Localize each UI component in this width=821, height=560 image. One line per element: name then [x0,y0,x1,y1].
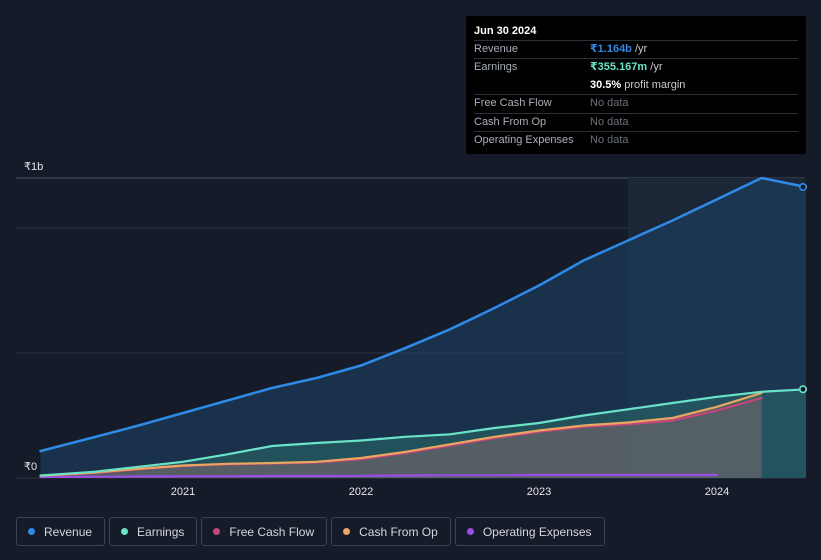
tooltip-row-value: No data [590,97,629,110]
tooltip-row-label: Operating Expenses [474,133,574,146]
legend-label: Cash From Op [359,524,438,539]
legend-item-revenue[interactable]: Revenue [16,517,106,546]
tooltip-row-label: Earnings [474,61,518,74]
tooltip-row: Free Cash Flow No data [474,94,798,112]
legend-dot-icon [343,528,351,535]
area-revenue [40,178,807,478]
line-earnings [39,388,808,477]
legend-label: Revenue [44,524,93,539]
legend-item-cash-from-op[interactable]: Cash From Op [331,517,451,546]
x-tick-label: 2021 [171,486,195,498]
series-areas [40,178,807,478]
x-axis-ticks: 2021 2022 2023 2024 [171,486,729,498]
tooltip-row: Revenue ₹1.164b /yr [474,40,798,58]
tooltip: Jun 30 2024 Revenue ₹1.164b /yr Earnings ₹3… [466,16,806,154]
legend-label: Earnings [137,524,185,539]
tooltip-date: Jun 30 2024 [474,25,537,37]
legend-dot-icon [213,528,221,535]
tooltip-row-label [474,77,590,94]
tooltip-row-value: 30.5% profit margin [590,78,686,91]
tooltip-row: Earnings ₹355.167m /yr [474,58,798,76]
x-tick-label: 2022 [349,486,373,498]
legend-item-earnings[interactable]: Earnings [109,517,198,546]
legend-dot-icon [466,528,474,535]
x-tick-label: 2024 [705,486,729,498]
tooltip-row-value: ₹355.167m /yr [590,61,663,74]
legend-item-operating-expenses[interactable]: Operating Expenses [454,517,605,546]
legend-dot-icon [121,528,129,535]
line-operating-expenses [39,473,719,479]
tooltip-row: Cash From Op No data [474,112,798,131]
y-tick-label-top: ₹1b [24,161,44,173]
line-revenue [39,176,808,453]
legend: Revenue Earnings Free Cash Flow Cash From O… [16,517,605,546]
tooltip-row-value: No data [590,115,629,128]
end-point-revenue [798,183,807,192]
tooltip-row-label: Free Cash Flow [474,97,552,110]
tooltip-row-label: Revenue [474,43,519,55]
tooltip-row: Operating Expenses No data [474,130,798,149]
area-cash-from-op [40,393,762,478]
tooltip-row-value: ₹1.164b /yr [590,43,648,55]
x-tick-label: 2023 [527,486,551,498]
y-tick-label-bottom: ₹0 [24,461,38,473]
area-free-cash-flow [40,398,762,478]
end-point-earnings [798,385,807,394]
tooltip-row: 30.5% profit margin [474,77,798,94]
tooltip-row-value: No data [590,133,629,146]
line-cash-from-op [39,391,763,477]
legend-item-free-cash-flow[interactable]: Free Cash Flow [201,517,328,546]
legend-dot-icon [28,528,35,535]
tooltip-row-label: Cash From Op [474,115,547,128]
series-lines [39,176,808,479]
legend-label: Operating Expenses [482,524,592,539]
legend-label: Free Cash Flow [229,524,315,539]
